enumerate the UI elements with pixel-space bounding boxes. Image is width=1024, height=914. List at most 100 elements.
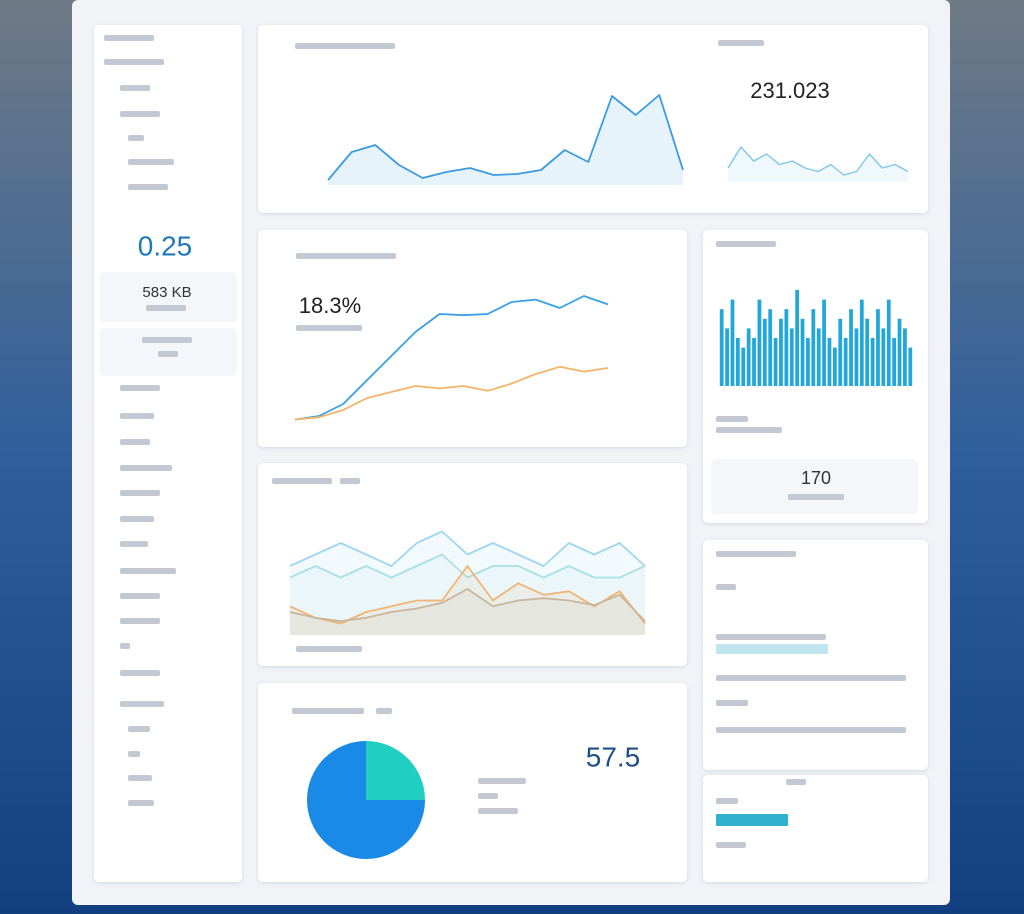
line	[289, 530, 646, 567]
label-placeholder	[340, 478, 360, 484]
label-placeholder	[120, 111, 160, 117]
label-placeholder	[478, 793, 498, 799]
label-placeholder	[716, 634, 826, 640]
label-placeholder	[716, 241, 776, 247]
bar	[903, 328, 907, 386]
label-placeholder	[120, 618, 160, 624]
label-placeholder	[788, 494, 844, 500]
line	[294, 365, 609, 421]
bar	[843, 338, 848, 386]
label-placeholder	[128, 800, 154, 806]
label-placeholder	[120, 541, 148, 547]
label-placeholder	[478, 808, 518, 814]
label-placeholder	[716, 416, 748, 422]
kpi-value: 231.023	[750, 78, 830, 103]
label-placeholder	[120, 701, 164, 707]
bar	[784, 309, 789, 386]
bar	[892, 338, 897, 386]
bar	[908, 347, 913, 386]
area	[290, 566, 645, 635]
label-placeholder	[296, 253, 396, 259]
label-placeholder	[296, 646, 314, 652]
inner-panel	[100, 272, 237, 322]
label-placeholder	[716, 584, 736, 590]
bar	[725, 328, 729, 386]
label-placeholder	[120, 465, 172, 471]
bar	[762, 318, 767, 386]
card	[703, 775, 928, 882]
label-placeholder	[120, 413, 154, 419]
card	[94, 25, 242, 882]
bar	[741, 347, 746, 386]
label-placeholder	[120, 490, 160, 496]
bar	[795, 290, 800, 386]
label-placeholder	[716, 798, 738, 804]
label-placeholder	[158, 351, 178, 357]
label-placeholder	[120, 670, 160, 676]
label-placeholder	[296, 325, 362, 331]
inner-panel	[711, 459, 918, 514]
area	[328, 95, 683, 185]
bar	[730, 299, 735, 386]
placeholder-highlight	[716, 814, 788, 826]
label-placeholder	[478, 778, 526, 784]
bar	[849, 309, 853, 386]
count-value: 170	[801, 468, 831, 488]
label-placeholder	[128, 726, 150, 732]
area	[728, 147, 908, 182]
label-placeholder	[292, 708, 364, 714]
bar	[806, 338, 810, 386]
label-placeholder	[312, 646, 362, 652]
bar	[832, 347, 837, 386]
label-placeholder	[120, 593, 160, 599]
label-placeholder	[120, 85, 150, 91]
label-placeholder	[128, 159, 174, 165]
label-placeholder	[716, 700, 748, 706]
bar	[757, 299, 762, 386]
score-value: 57.5	[586, 741, 641, 772]
label-placeholder	[120, 516, 154, 522]
line	[289, 588, 646, 623]
label-placeholder	[272, 478, 332, 484]
label-placeholder	[128, 184, 168, 190]
label-placeholder	[104, 59, 164, 65]
bar	[822, 299, 826, 386]
card	[258, 463, 687, 666]
bar	[816, 328, 821, 386]
bar	[768, 309, 773, 386]
bar	[800, 318, 805, 386]
label-placeholder	[146, 305, 186, 311]
line	[294, 295, 609, 421]
label-placeholder	[128, 775, 152, 781]
area	[290, 589, 645, 635]
label-placeholder	[295, 43, 395, 49]
bar	[789, 328, 794, 386]
label-placeholder	[142, 337, 192, 343]
growth-value: 18.3%	[299, 293, 361, 318]
bar	[773, 338, 778, 386]
card	[258, 230, 687, 447]
label-placeholder	[128, 751, 140, 757]
label-placeholder	[716, 551, 796, 557]
label-placeholder	[120, 643, 130, 649]
label-placeholder	[376, 708, 392, 714]
label-placeholder	[128, 135, 144, 141]
label-placeholder	[718, 40, 764, 46]
bar	[876, 309, 880, 386]
bar	[746, 328, 751, 386]
bar	[719, 309, 724, 386]
label-placeholder	[104, 35, 154, 41]
bar	[886, 299, 891, 386]
bar	[838, 318, 843, 386]
bar	[897, 318, 902, 386]
pie-slice	[366, 741, 425, 800]
label-placeholder	[716, 842, 746, 848]
label-placeholder	[716, 727, 906, 733]
label-placeholder	[120, 439, 150, 445]
label-placeholder	[120, 385, 160, 391]
bar	[752, 338, 756, 386]
card	[258, 25, 928, 213]
label-placeholder	[786, 779, 806, 785]
card	[703, 540, 928, 770]
